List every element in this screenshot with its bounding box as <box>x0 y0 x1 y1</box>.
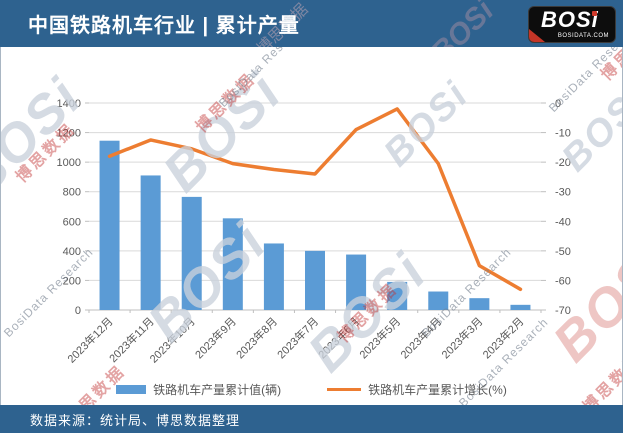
left-axis-tick: 0 <box>75 305 81 317</box>
header-bar: 博思数据 BOSi 中国铁路机车行业 | 累计产量 BOSi BOSIDATA.… <box>0 0 623 47</box>
data-source-note: 数据来源：统计局、博思数据整理 <box>30 412 241 428</box>
right-axis-tick: -40 <box>555 216 571 228</box>
bar <box>469 298 490 310</box>
bar <box>387 281 408 310</box>
bar <box>305 250 325 310</box>
right-axis-tick: -60 <box>555 275 571 287</box>
logo-red-triangle-icon <box>529 29 545 42</box>
chart-legend: 铁路机车产量累计值(辆) 铁路机车产量累计增长(%) <box>1 381 622 398</box>
bar <box>99 140 120 310</box>
bars-series <box>99 140 531 310</box>
right-axis-tick: -10 <box>555 128 571 140</box>
left-axis-tick: 800 <box>63 187 81 199</box>
bar <box>346 254 367 310</box>
axis-labels: 0 -70 200 -60 400 -50 600 -40 800 -30 1000 -20 1200 -… <box>57 98 571 366</box>
right-axis-tick: -70 <box>555 305 571 317</box>
bar <box>510 304 531 310</box>
x-axis-label: 2023年7月 <box>274 314 321 361</box>
bar <box>222 218 243 310</box>
bar <box>181 196 202 310</box>
legend-bar-swatch-icon <box>116 385 147 394</box>
bar <box>428 291 449 310</box>
bosi-logo: BOSi BOSIDATA.COM <box>528 6 616 43</box>
x-axis-label: 2023年3月 <box>438 314 485 361</box>
legend-item-line: 铁路机车产量累计增长(%) <box>327 381 507 398</box>
legend-line-swatch-icon <box>327 388 362 391</box>
x-axis-label: 2023年5月 <box>356 314 403 361</box>
right-axis-tick: 0 <box>555 98 561 110</box>
legend-item-bars: 铁路机车产量累计值(辆) <box>116 381 281 398</box>
right-axis-tick: -50 <box>555 246 571 258</box>
x-axis-label: 2023年6月 <box>315 314 362 361</box>
combo-chart: 0 -70 200 -60 400 -50 600 -40 800 -30 1000 -20 1200 -… <box>57 98 571 366</box>
right-axis-tick: -30 <box>555 187 571 199</box>
legend-line-label: 铁路机车产量累计增长(%) <box>368 383 507 397</box>
page-title: 中国铁路机车行业 | 累计产量 <box>28 15 300 37</box>
logo-wordmark-text: BOSi <box>541 7 599 32</box>
right-axis-tick: -20 <box>555 157 571 169</box>
gridlines <box>89 102 541 281</box>
legend-bar-label: 铁路机车产量累计值(辆) <box>153 383 282 397</box>
left-axis-tick: 1200 <box>57 128 81 140</box>
x-axis-label: 2023年4月 <box>397 314 444 361</box>
left-axis-tick: 400 <box>63 246 81 258</box>
bar <box>140 175 161 310</box>
left-axis-tick: 600 <box>63 216 81 228</box>
left-axis-tick: 1000 <box>57 157 81 169</box>
bar <box>263 243 284 310</box>
growth-line <box>107 107 523 292</box>
logo-red-dot-icon <box>592 11 597 16</box>
logo-domain-text: BOSIDATA.COM <box>557 33 609 39</box>
footer-bar: 数据来源：统计局、博思数据整理 <box>0 405 623 433</box>
x-axis-label: 2023年2月 <box>479 314 526 361</box>
x-axis-label: 2023年8月 <box>233 314 280 361</box>
x-axis-label: 2023年9月 <box>192 314 239 361</box>
watermark-header-logo: BOSi <box>425 0 501 47</box>
line-series <box>107 107 523 292</box>
left-axis-tick: 200 <box>63 275 81 287</box>
left-axis-tick: 1400 <box>57 98 81 110</box>
chart-area: 0 -70 200 -60 400 -50 600 -40 800 -30 1000 -20 1200 -… <box>0 47 623 405</box>
